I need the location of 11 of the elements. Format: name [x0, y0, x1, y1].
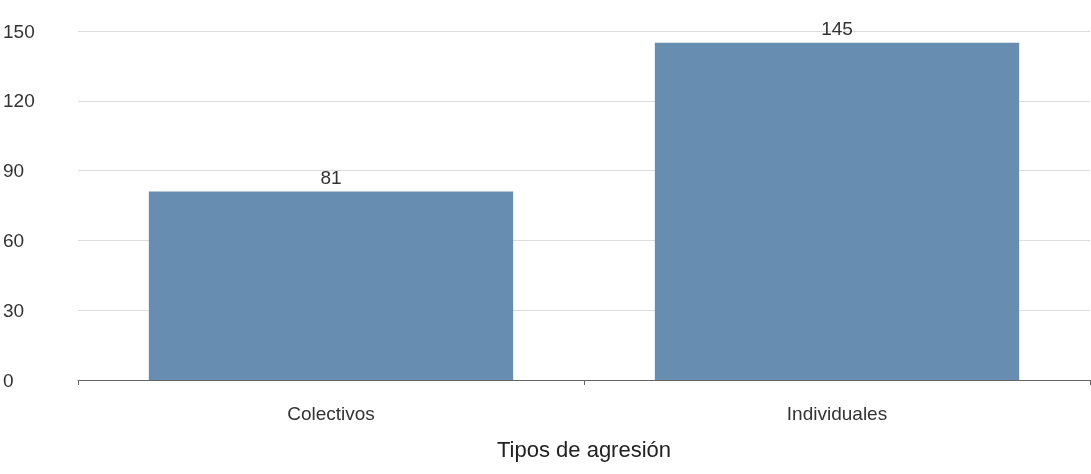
y-tick-label: 120 — [3, 90, 35, 112]
x-tick-label: Colectivos — [287, 403, 375, 424]
y-tick-label: 30 — [3, 299, 25, 321]
data-label: 145 — [821, 17, 853, 39]
y-tick-label: 0 — [3, 369, 14, 391]
y-tick-label: 60 — [3, 229, 25, 251]
data-label: 81 — [320, 166, 342, 188]
y-tick-label: 90 — [3, 160, 25, 182]
x-axis-title: Tipos de agresión — [496, 436, 672, 462]
x-tick-label: Individuales — [786, 403, 888, 424]
y-tick-label: 150 — [3, 20, 35, 42]
